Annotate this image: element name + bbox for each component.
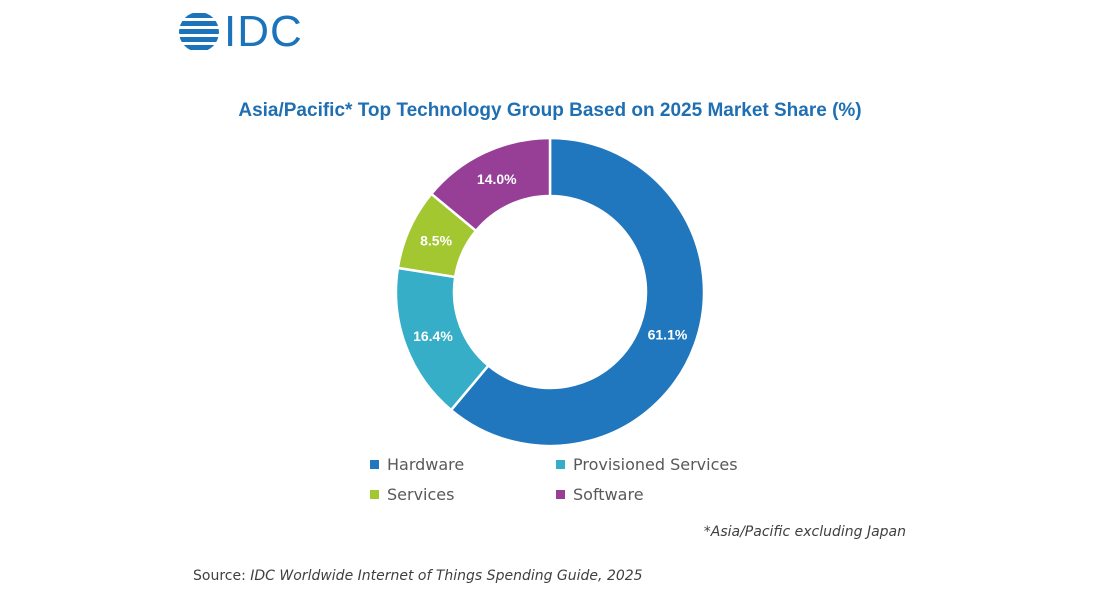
source-note: Source: IDC Worldwide Internet of Things… [193,568,643,584]
data-label-provisioned-services: 16.4% [413,328,453,344]
data-label-services: 8.5% [420,233,452,249]
logo-text: IDC [224,7,303,56]
slice-software [429,136,552,233]
idc-globe-icon [179,13,219,50]
donut-chart: 61.1% 16.4% 8.5% 14.0% [394,136,706,448]
slice-hardware [449,136,706,448]
donut-labels: 61.1% 16.4% 8.5% 14.0% [413,171,688,344]
legend-label: Provisioned Services [573,454,738,474]
idc-logo: IDC [178,10,303,54]
legend-item-provisioned-services: Provisioned Services [556,454,786,474]
source-title: IDC Worldwide Internet of Things Spendin… [250,568,643,584]
legend-swatch [370,459,379,469]
data-label-software: 14.0% [477,171,517,187]
chart-title: Asia/Pacific* Top Technology Group Based… [238,100,862,121]
legend-label: Hardware [387,454,465,474]
donut-slices [394,136,706,448]
source-prefix: Source: [193,568,251,584]
legend-item-software: Software [556,484,786,504]
chart-legend: Hardware Provisioned Services Services Soft… [370,454,790,504]
legend-label: Software [573,484,644,504]
legend-swatch [556,459,565,469]
legend-item-services: Services [370,484,556,504]
data-label-hardware: 61.1% [648,327,688,343]
legend-swatch [370,489,379,499]
legend-swatch [556,489,565,499]
legend-label: Services [387,484,455,504]
footnote: *Asia/Pacific excluding Japan [703,524,906,540]
legend-item-hardware: Hardware [370,454,556,474]
